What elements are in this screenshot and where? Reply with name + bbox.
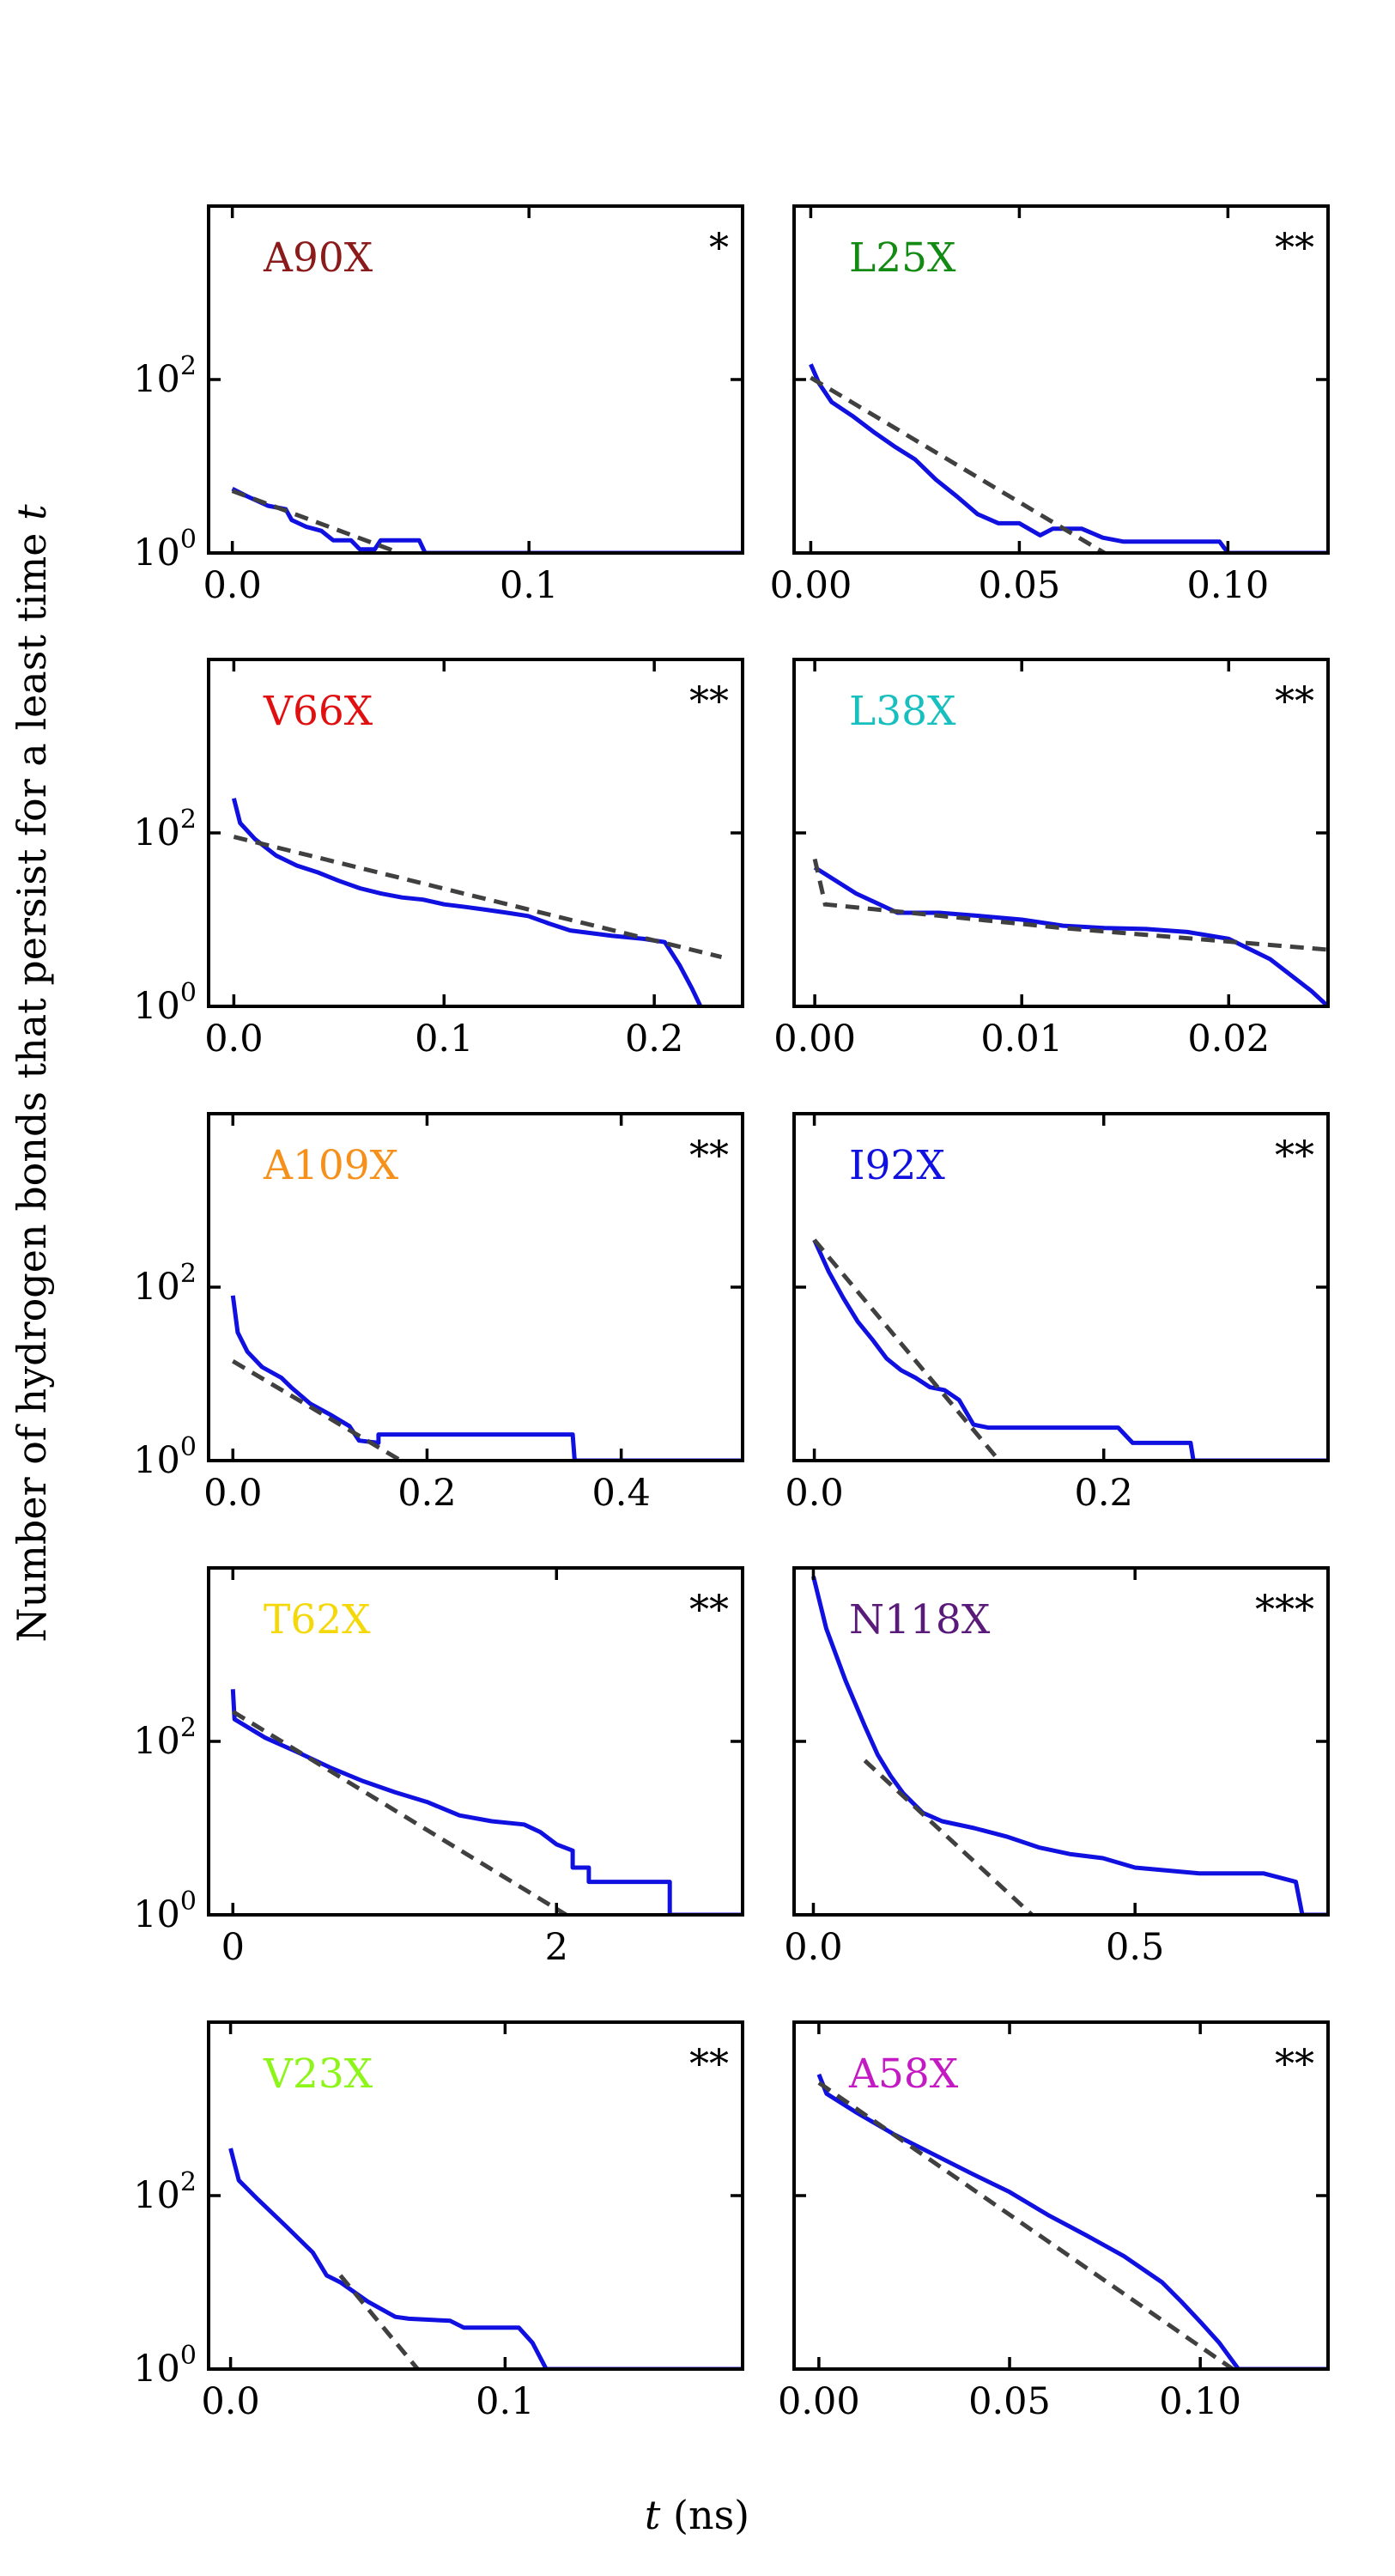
y-axis-label-text: Number of hydrogen bonds that persist fo… bbox=[9, 533, 55, 1643]
x-tick-label: 0.05 bbox=[968, 2380, 1051, 2423]
x-axis-label-unit: (ns) bbox=[673, 2492, 749, 2538]
x-tick-label: 0.5 bbox=[1106, 1926, 1164, 1969]
y-tick-label: 100 bbox=[133, 2341, 197, 2391]
panel-label: T62X bbox=[264, 1596, 371, 1643]
y-tick-label: 102 bbox=[133, 1259, 197, 1309]
panel-v66x: 0.0 0.1 0.2 100 102 V66X ** bbox=[133, 658, 744, 1060]
y-tick-label: 100 bbox=[133, 978, 197, 1028]
significance-stars: ** bbox=[1275, 677, 1314, 724]
x-tick-label: 0.0 bbox=[785, 1472, 843, 1515]
x-tick-label: 0.00 bbox=[773, 1018, 856, 1060]
y-axis-label-var: t bbox=[9, 504, 55, 520]
significance-stars: *** bbox=[1255, 1586, 1314, 1632]
x-tick-label: 0.10 bbox=[1159, 2380, 1241, 2423]
x-tick-label: 0.0 bbox=[204, 1018, 263, 1060]
x-axis-label: t (ns) bbox=[645, 2492, 749, 2538]
panel-label: N118X bbox=[849, 1596, 991, 1643]
significance-stars: * bbox=[709, 224, 729, 270]
x-tick-label: 2 bbox=[545, 1926, 568, 1969]
panel-a109x: 0.0 0.2 0.4 100 102 A109X ** bbox=[133, 1112, 744, 1515]
series-fit-l25x bbox=[810, 375, 1109, 553]
panel-t62x: 0 2 100 102 T62X ** bbox=[133, 1566, 744, 1969]
panel-a58x: 0.00 0.05 0.10 A58X ** bbox=[778, 2020, 1330, 2423]
x-tick-label: 0.10 bbox=[1187, 564, 1270, 607]
panel-label: L25X bbox=[849, 234, 956, 282]
series-fit-a90x bbox=[231, 489, 406, 553]
significance-stars: ** bbox=[1275, 224, 1314, 270]
x-tick-label: 0 bbox=[221, 1926, 245, 1969]
series-data-l25x bbox=[809, 363, 1328, 553]
significance-stars: ** bbox=[689, 2040, 729, 2087]
panel-label: V23X bbox=[263, 2050, 373, 2098]
x-tick-label: 0.2 bbox=[1075, 1472, 1133, 1515]
panel-label: A109X bbox=[263, 1142, 399, 1189]
y-tick-label: 100 bbox=[133, 1886, 197, 1936]
series-fit-i92x bbox=[812, 1238, 1003, 1461]
series-data-a58x bbox=[816, 2073, 1328, 2369]
significance-stars: ** bbox=[1275, 1132, 1314, 1178]
significance-stars: ** bbox=[689, 677, 729, 724]
x-tick-label: 0.0 bbox=[784, 1926, 842, 1969]
significance-stars: ** bbox=[689, 1132, 729, 1178]
x-tick-label: 0.00 bbox=[778, 2380, 860, 2423]
series-fit-n118x bbox=[863, 1759, 1035, 1915]
x-tick-label: 0.1 bbox=[415, 1018, 473, 1060]
x-tick-label: 0.1 bbox=[500, 564, 558, 607]
x-axis-label-var: t bbox=[645, 2492, 661, 2538]
panel-label: A58X bbox=[848, 2050, 959, 2098]
panel-label: L38X bbox=[849, 688, 956, 735]
y-tick-label: 100 bbox=[133, 1432, 197, 1482]
series-data-a90x bbox=[231, 486, 743, 553]
panel-i92x: 0.0 0.2 I92X ** bbox=[785, 1112, 1330, 1515]
series-fit-l38x bbox=[812, 858, 1328, 952]
panel-a90x: 0.0 0.1 100 102 A90X * bbox=[133, 204, 744, 607]
y-tick-label: 102 bbox=[133, 1713, 197, 1763]
series-data-v23x bbox=[228, 2148, 743, 2369]
series-fit-t62x bbox=[231, 1710, 571, 1915]
y-tick-label: 102 bbox=[133, 2167, 197, 2217]
panel-l38x: 0.00 0.01 0.02 L38X ** bbox=[773, 658, 1330, 1060]
panel-label: I92X bbox=[849, 1142, 945, 1189]
x-tick-label: 0.01 bbox=[980, 1018, 1063, 1060]
series-fit-v66x bbox=[233, 835, 723, 960]
series-data-t62x bbox=[230, 1689, 743, 1915]
x-tick-label: 0.0 bbox=[203, 1472, 262, 1515]
panel-label: A90X bbox=[263, 234, 373, 282]
x-tick-label: 0.4 bbox=[591, 1472, 650, 1515]
y-tick-label: 102 bbox=[133, 805, 197, 854]
significance-stars: ** bbox=[1275, 2040, 1314, 2087]
series-data-i92x bbox=[812, 1238, 1328, 1461]
x-tick-label: 0.00 bbox=[770, 564, 852, 607]
x-tick-label: 0.05 bbox=[979, 564, 1061, 607]
x-tick-label: 0.1 bbox=[476, 2380, 534, 2423]
series-fit-a58x bbox=[817, 2081, 1237, 2369]
y-tick-label: 102 bbox=[133, 351, 197, 401]
y-axis-label: Number of hydrogen bonds that persist fo… bbox=[9, 504, 55, 1643]
series-fit-a109x bbox=[232, 1359, 405, 1461]
y-tick-label: 100 bbox=[133, 525, 197, 574]
series-data-l38x bbox=[813, 866, 1328, 1006]
x-tick-label: 0.2 bbox=[397, 1472, 456, 1515]
series-data-n118x bbox=[811, 1576, 1328, 1915]
series-data-a109x bbox=[230, 1295, 743, 1461]
x-tick-label: 0.2 bbox=[625, 1018, 683, 1060]
panel-n118x: 0.0 0.5 N118X *** bbox=[784, 1566, 1330, 1969]
panel-label: V66X bbox=[263, 688, 373, 735]
x-tick-label: 0.0 bbox=[201, 2380, 259, 2423]
significance-stars: ** bbox=[689, 1586, 729, 1632]
panel-l25x: 0.00 0.05 0.10 L25X ** bbox=[770, 204, 1330, 607]
panel-v23x: 0.0 0.1 100 102 V23X ** bbox=[133, 2020, 744, 2423]
x-tick-label: 0.02 bbox=[1187, 1018, 1270, 1060]
x-tick-label: 0.0 bbox=[203, 564, 261, 607]
series-data-v66x bbox=[231, 798, 703, 1006]
